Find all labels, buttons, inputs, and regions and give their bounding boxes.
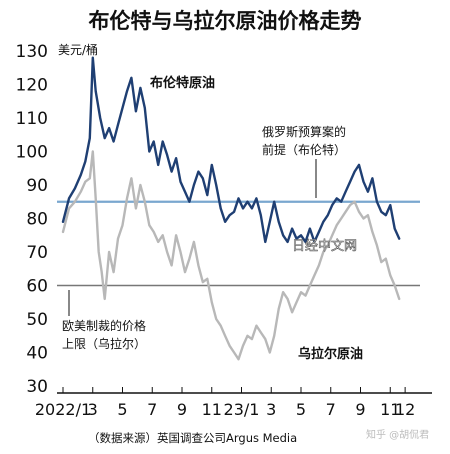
x-tick-label: 5 (296, 400, 306, 419)
budget-baseline-label-line1: 俄罗斯预算案的 (262, 124, 346, 139)
y-tick-label: 30 (26, 377, 48, 397)
x-tick-label: 7 (326, 400, 336, 419)
budget-baseline-label-line2: 前提（布伦特） (262, 142, 346, 157)
brent-line (61, 56, 401, 244)
y-tick-label: 110 (16, 109, 48, 129)
y-tick-label: 120 (16, 76, 48, 96)
urals-series-label: 乌拉尔原油 (298, 346, 363, 362)
x-tick-label: 2022/1 (35, 400, 91, 419)
y-tick-label: 80 (26, 210, 48, 230)
credit: 知乎 @胡侃君 (366, 428, 429, 441)
watermark: 日经中文网 (292, 239, 357, 254)
chart-title: 布伦特与乌拉尔原油价格走势 (89, 9, 362, 33)
brent-series-label: 布伦特原油 (150, 75, 215, 91)
y-tick-label: 90 (26, 176, 48, 196)
x-tick-label: 11 (380, 400, 400, 419)
y-tick-label: 40 (26, 344, 48, 364)
y-tick-label: 70 (26, 243, 48, 263)
x-tick-label: 11 (202, 400, 222, 419)
urals-line (61, 150, 401, 361)
x-tick-label: 12 (395, 400, 415, 419)
y-tick-label: 60 (26, 277, 48, 297)
y-unit-label: 美元/桶 (58, 42, 98, 57)
x-tick-label: 9 (177, 400, 187, 419)
y-tick-label: 130 (16, 42, 48, 62)
x-tick-label: 3 (266, 400, 276, 419)
price-cap-label-line1: 欧美制裁的价格 (62, 318, 146, 333)
price-cap-label-line2: 上限（乌拉尔） (62, 336, 146, 351)
x-tick-label: 7 (147, 400, 157, 419)
source-note: （数据来源）英国调查公司Argus Media (88, 431, 297, 445)
x-tick-label: 23/1 (224, 400, 260, 419)
series-lines (61, 56, 401, 361)
y-tick-label: 50 (26, 310, 48, 330)
y-axis-ticks: 30 40 50 60 70 80 90 100 110 120 130 (16, 42, 48, 397)
y-tick-label: 100 (16, 143, 48, 163)
x-tick-label: 3 (88, 400, 98, 419)
x-tick-label: 9 (355, 400, 365, 419)
x-tick-label: 5 (117, 400, 127, 419)
